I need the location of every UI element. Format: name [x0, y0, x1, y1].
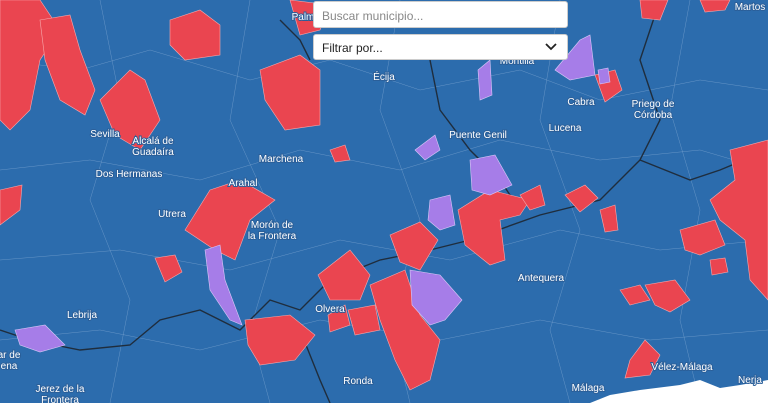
place-label: Málaga — [572, 383, 605, 394]
place-label-line: Priego de — [632, 99, 675, 110]
place-label-line: Sevilla — [90, 129, 120, 140]
place-label-line: Martos — [735, 2, 766, 13]
place-label: Cabra — [567, 97, 595, 108]
place-label: Morón de la Frontera — [248, 220, 297, 242]
place-label: Jerez de la Frontera — [36, 384, 85, 403]
place-label: Alcalá de Guadaíra — [132, 136, 174, 158]
search-input[interactable]: Buscar municipio... — [313, 1, 568, 28]
place-label-line: Antequera — [518, 273, 565, 284]
place-label-line: Córdoba — [634, 110, 673, 121]
place-label-line: Lucena — [549, 123, 582, 134]
place-label-line: Dos Hermanas — [96, 169, 163, 180]
place-label: Utrera — [158, 209, 186, 220]
place-label-line: Alcalá de — [132, 136, 174, 147]
filter-select[interactable]: Filtrar por... — [313, 34, 568, 60]
red-municipalities — [0, 0, 768, 391]
place-label-line: Puente Genil — [449, 130, 507, 141]
purple-municipalities — [14, 34, 611, 353]
place-label: Palm — [292, 12, 315, 23]
place-label-line: Morón de — [251, 220, 294, 231]
place-label-line: Frontera — [41, 395, 79, 403]
place-label: Arahal — [229, 178, 258, 189]
place-label: Priego de Córdoba — [632, 99, 675, 121]
dropdown-arrow — [545, 43, 557, 51]
place-label-line: Ronda — [343, 376, 373, 387]
place-label: Ronda — [343, 376, 373, 387]
place-label-line: Olvera — [315, 304, 345, 315]
place-label: Puente Genil — [449, 130, 507, 141]
place-label-line: Vélez-Málaga — [651, 362, 713, 373]
place-label-line: Palm — [292, 12, 315, 23]
place-label-line: Cabra — [567, 97, 595, 108]
place-label-line: ar de — [0, 350, 21, 361]
place-label-line: Lebrija — [67, 310, 97, 321]
place-label-line: Arahal — [229, 178, 258, 189]
place-label: Antequera — [518, 273, 565, 284]
place-label: Dos Hermanas — [96, 169, 163, 180]
place-label-line: Jerez de la — [36, 384, 85, 395]
place-label-line: Marchena — [259, 154, 304, 165]
place-label: Marchena — [259, 154, 304, 165]
place-label-line: ena — [1, 361, 18, 372]
place-label: Lebrija — [67, 310, 97, 321]
place-label: Sevilla — [90, 129, 120, 140]
place-label: Vélez-Málaga — [651, 362, 713, 373]
place-label: ar de ena — [0, 350, 21, 372]
place-label-line: Málaga — [572, 383, 605, 394]
place-label-line: Utrera — [158, 209, 186, 220]
place-label-line: la Frontera — [248, 231, 297, 242]
place-label-line: Nerja — [738, 375, 762, 386]
place-label: Nerja — [738, 375, 762, 386]
sea — [590, 380, 768, 403]
place-label-line: Écija — [373, 70, 395, 83]
place-label: Écija — [373, 70, 395, 83]
place-label: Martos — [735, 2, 766, 13]
place-label-line: Guadaíra — [132, 147, 174, 158]
place-label: Lucena — [549, 123, 582, 134]
place-label: Olvera — [315, 304, 345, 315]
filter-label: Filtrar por... — [322, 41, 383, 55]
